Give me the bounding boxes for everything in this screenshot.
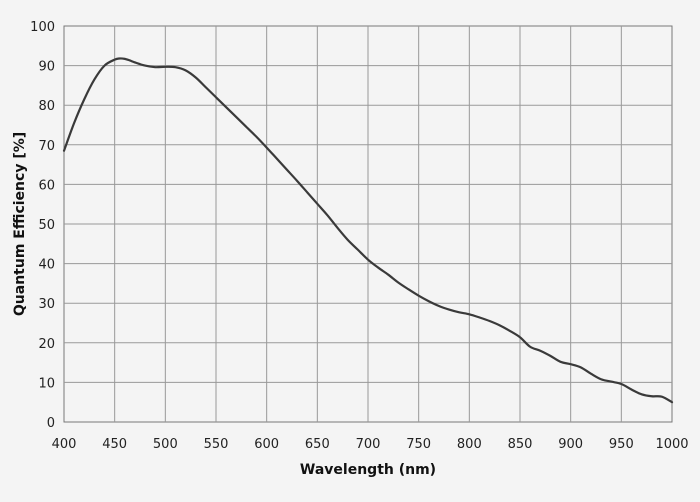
x-tick-label: 750 [406, 437, 431, 452]
y-tick-label: 70 [38, 139, 55, 154]
y-tick-label: 30 [38, 297, 55, 312]
y-tick-label: 90 [38, 60, 55, 75]
x-tick-label: 600 [254, 437, 279, 452]
x-tick-label: 850 [508, 437, 533, 452]
x-tick-label: 950 [609, 437, 634, 452]
series-layer [62, 57, 674, 404]
x-tick-label: 900 [558, 437, 583, 452]
y-tick-label: 0 [47, 416, 55, 431]
x-tick-labels: 400 450 500 550 600 650 700 750 800 850 900 950 1000 [52, 437, 689, 452]
y-tick-label: 60 [38, 178, 55, 193]
y-tick-label: 20 [38, 337, 55, 352]
y-tick-label: 100 [30, 20, 55, 35]
y-tick-label: 80 [38, 99, 55, 114]
y-tick-labels: 0 10 20 30 40 50 60 70 80 90 100 [30, 20, 55, 431]
y-tick-label: 40 [38, 258, 55, 273]
x-tick-label: 400 [52, 437, 77, 452]
y-tick-label: 10 [38, 376, 55, 391]
x-axis-title: Wavelength (nm) [300, 462, 436, 478]
y-axis-title: Quantum Efficiency [%] [12, 132, 28, 316]
x-tick-label: 650 [305, 437, 330, 452]
x-tick-label: 450 [102, 437, 127, 452]
x-tick-label: 800 [457, 437, 482, 452]
x-tick-label: 500 [153, 437, 178, 452]
x-tick-label: 1000 [655, 437, 688, 452]
y-tick-label: 50 [38, 218, 55, 233]
grid [64, 26, 672, 422]
x-tick-label: 550 [204, 437, 229, 452]
qe-curve-line [62, 57, 674, 404]
x-tick-label: 700 [356, 437, 381, 452]
